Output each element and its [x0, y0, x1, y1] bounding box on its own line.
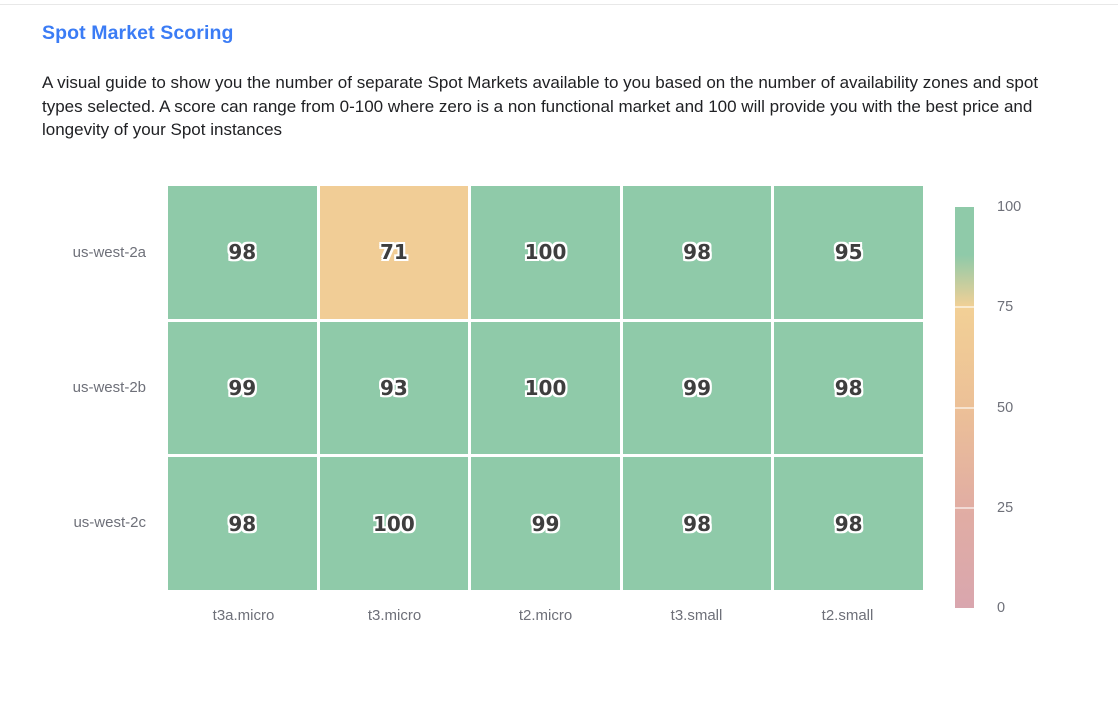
heatmap-cell[interactable]: 71 — [319, 186, 469, 319]
heatmap-cell[interactable]: 100 — [319, 457, 469, 590]
page-description: A visual guide to show you the number of… — [42, 73, 1039, 139]
colorbar-tick-label: 75 — [997, 299, 1014, 316]
y-axis-label: us-west-2c — [73, 513, 146, 531]
heatmap-cell-value: 98 — [834, 511, 863, 536]
x-axis-label: t2.small — [821, 607, 874, 624]
x-axis-label: t3.micro — [367, 607, 422, 624]
heatmap-cell-value: 99 — [228, 375, 257, 400]
heatmap-cell-value: 95 — [834, 240, 863, 265]
heatmap-cell-value: 99 — [683, 375, 712, 400]
heatmap-cell[interactable]: 98 — [622, 457, 772, 590]
heatmap-cell[interactable]: 98 — [168, 186, 317, 319]
heatmap-cell-value: 99 — [531, 511, 560, 536]
x-axis-label: t3.small — [670, 607, 723, 624]
heatmap-cell[interactable]: 100 — [471, 186, 620, 319]
heatmap-cell[interactable]: 100 — [471, 321, 620, 455]
colorbar-separator — [955, 506, 974, 509]
heatmap-cell[interactable]: 99 — [622, 321, 772, 455]
colorbar-tick-label: 100 — [997, 199, 1022, 215]
y-axis-label: us-west-2b — [72, 379, 146, 396]
heatmap-cell-value: 71 — [379, 240, 408, 265]
heatmap-cell[interactable]: 98 — [168, 457, 317, 590]
page-title: Spot Market Scoring — [42, 22, 234, 44]
heatmap-cell[interactable]: 95 — [774, 186, 923, 319]
colorbar-separator — [955, 306, 974, 309]
heatmap-cell[interactable]: 98 — [774, 457, 923, 590]
heatmap-cell-value: 98 — [228, 240, 257, 265]
heatmap-cell-value: 93 — [379, 375, 408, 400]
heatmap-grid: 98 71 100 98 95 99 93 100 99 98 98 100 99 98 98 — [168, 186, 923, 590]
heatmap-cell-value: 98 — [683, 511, 712, 536]
heatmap-cell-value: 100 — [373, 511, 415, 536]
heatmap-cell[interactable]: 99 — [168, 321, 317, 455]
x-axis-label: t3a.micro — [212, 607, 275, 624]
x-axis-label: t2.micro — [518, 607, 573, 624]
colorbar-separator — [955, 406, 974, 409]
heatmap-cell[interactable]: 93 — [319, 321, 469, 455]
heatmap-cell-value: 100 — [524, 375, 567, 400]
colorbar-tick-label: 50 — [997, 399, 1014, 416]
heatmap-cell[interactable]: 99 — [471, 457, 620, 590]
heatmap-cell-value: 98 — [228, 511, 257, 536]
colorbar-tick-label: 25 — [997, 499, 1014, 516]
y-axis-label: us-west-2a — [72, 244, 146, 262]
heatmap-cell-value: 100 — [524, 240, 567, 265]
heatmap-cell-value: 98 — [683, 240, 712, 265]
colorbar-tick-label: 0 — [997, 600, 1006, 616]
colorbar[interactable] — [955, 207, 974, 608]
heatmap-cell-value: 98 — [834, 375, 863, 400]
heatmap-cell[interactable]: 98 — [622, 186, 772, 319]
top-divider — [0, 4, 1118, 5]
heatmap-cell[interactable]: 98 — [774, 321, 923, 455]
